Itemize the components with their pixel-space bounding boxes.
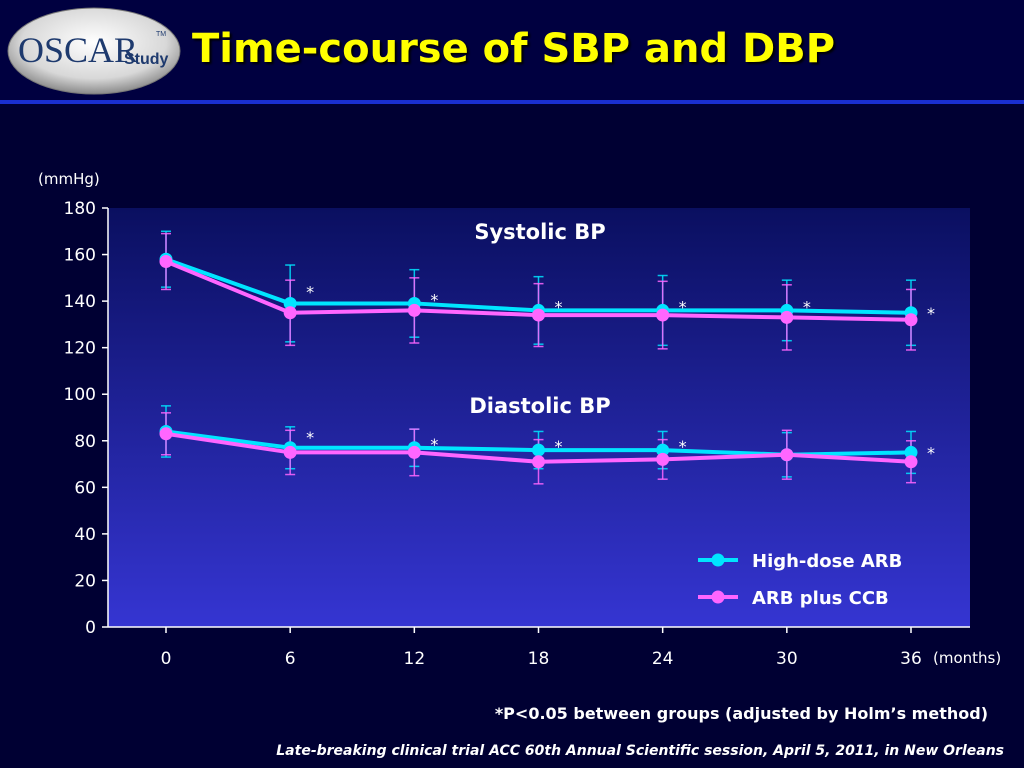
significance-marker-sbp: *	[430, 290, 438, 309]
data-point	[532, 455, 545, 469]
x-tick-label: 6	[285, 649, 296, 669]
logo-sub-text: Study	[124, 51, 169, 68]
significance-footnote: *P<0.05 between groups (adjusted by Holm…	[494, 704, 988, 723]
data-point	[532, 443, 545, 457]
significance-marker-sbp: *	[803, 297, 811, 316]
logo-tm-text: TM	[156, 31, 166, 38]
data-point	[407, 441, 421, 455]
data-point	[532, 303, 545, 317]
data-point	[904, 313, 918, 327]
series-line-dbp-arb-plus-ccb	[165, 431, 912, 464]
data-point	[904, 306, 918, 320]
y-tick-label: 20	[74, 571, 96, 591]
data-point	[656, 303, 670, 317]
significance-marker-sbp: *	[555, 297, 563, 316]
data-point	[407, 303, 421, 317]
significance-marker-sbp: *	[927, 304, 935, 323]
x-tick-label: 24	[652, 649, 674, 669]
data-point	[904, 445, 918, 459]
data-point	[283, 306, 297, 320]
significance-marker-sbp: *	[306, 282, 314, 301]
y-tick-label: 40	[74, 525, 96, 545]
source-citation: Late-breaking clinical trial ACC 60th An…	[276, 743, 1004, 759]
data-point	[159, 255, 173, 269]
series-line-sbp-high-dose-arb	[165, 257, 912, 315]
data-point	[780, 448, 794, 462]
data-point	[407, 445, 421, 459]
data-point	[159, 424, 173, 438]
y-axis-label: (mmHg)	[38, 170, 100, 188]
data-point	[904, 455, 918, 469]
y-tick-label: 140	[64, 292, 96, 312]
logo-main-text: OSCAR	[18, 30, 138, 70]
x-tick-label: 36	[900, 649, 922, 669]
series-line-dbp-high-dose-arb	[165, 429, 912, 457]
slide-title: Time-course of SBP and DBP	[192, 26, 836, 72]
y-tick-label: 0	[85, 618, 96, 638]
diastolic-panel-label: Diastolic BP	[469, 394, 610, 418]
y-tick-label: 120	[64, 339, 96, 359]
legend-swatch-marker	[711, 590, 725, 604]
y-tick-label: 180	[64, 199, 96, 219]
data-point	[283, 445, 297, 459]
data-point	[283, 296, 297, 310]
data-point	[780, 303, 794, 317]
oscar-study-logo: OSCAR Study TM	[7, 7, 181, 95]
legend-label-arb-plus-ccb: ARB plus CCB	[752, 588, 889, 609]
data-point	[656, 443, 670, 457]
legend-label-high-dose-arb: High-dose ARB	[752, 551, 902, 572]
data-point	[407, 296, 421, 310]
x-tick-label: 18	[528, 649, 550, 669]
y-tick-label: 160	[64, 246, 96, 266]
x-tick-label: 12	[404, 649, 426, 669]
legend-swatch-marker	[711, 553, 725, 567]
plot-area	[108, 208, 970, 627]
systolic-panel-label: Systolic BP	[474, 220, 605, 244]
significance-marker-dbp: *	[679, 437, 687, 456]
data-point	[780, 448, 794, 462]
y-tick-label: 100	[64, 385, 96, 405]
series-line-sbp-arb-plus-ccb	[165, 259, 912, 322]
data-point	[656, 308, 670, 322]
header-divider	[0, 100, 1024, 104]
significance-marker-sbp: *	[679, 297, 687, 316]
significance-marker-dbp: *	[555, 437, 563, 456]
data-point	[283, 441, 297, 455]
y-tick-label: 60	[74, 478, 96, 498]
data-point	[532, 308, 545, 322]
significance-marker-dbp: *	[306, 428, 314, 447]
x-tick-label: 0	[161, 649, 172, 669]
data-point	[656, 452, 670, 466]
data-point	[780, 310, 794, 324]
data-point	[159, 427, 173, 441]
data-point	[159, 252, 173, 266]
y-tick-label: 80	[74, 432, 96, 452]
x-tick-label: 30	[776, 649, 798, 669]
significance-marker-dbp: *	[927, 443, 935, 462]
x-axis-label: (months)	[933, 649, 1001, 667]
significance-marker-dbp: *	[430, 435, 438, 454]
